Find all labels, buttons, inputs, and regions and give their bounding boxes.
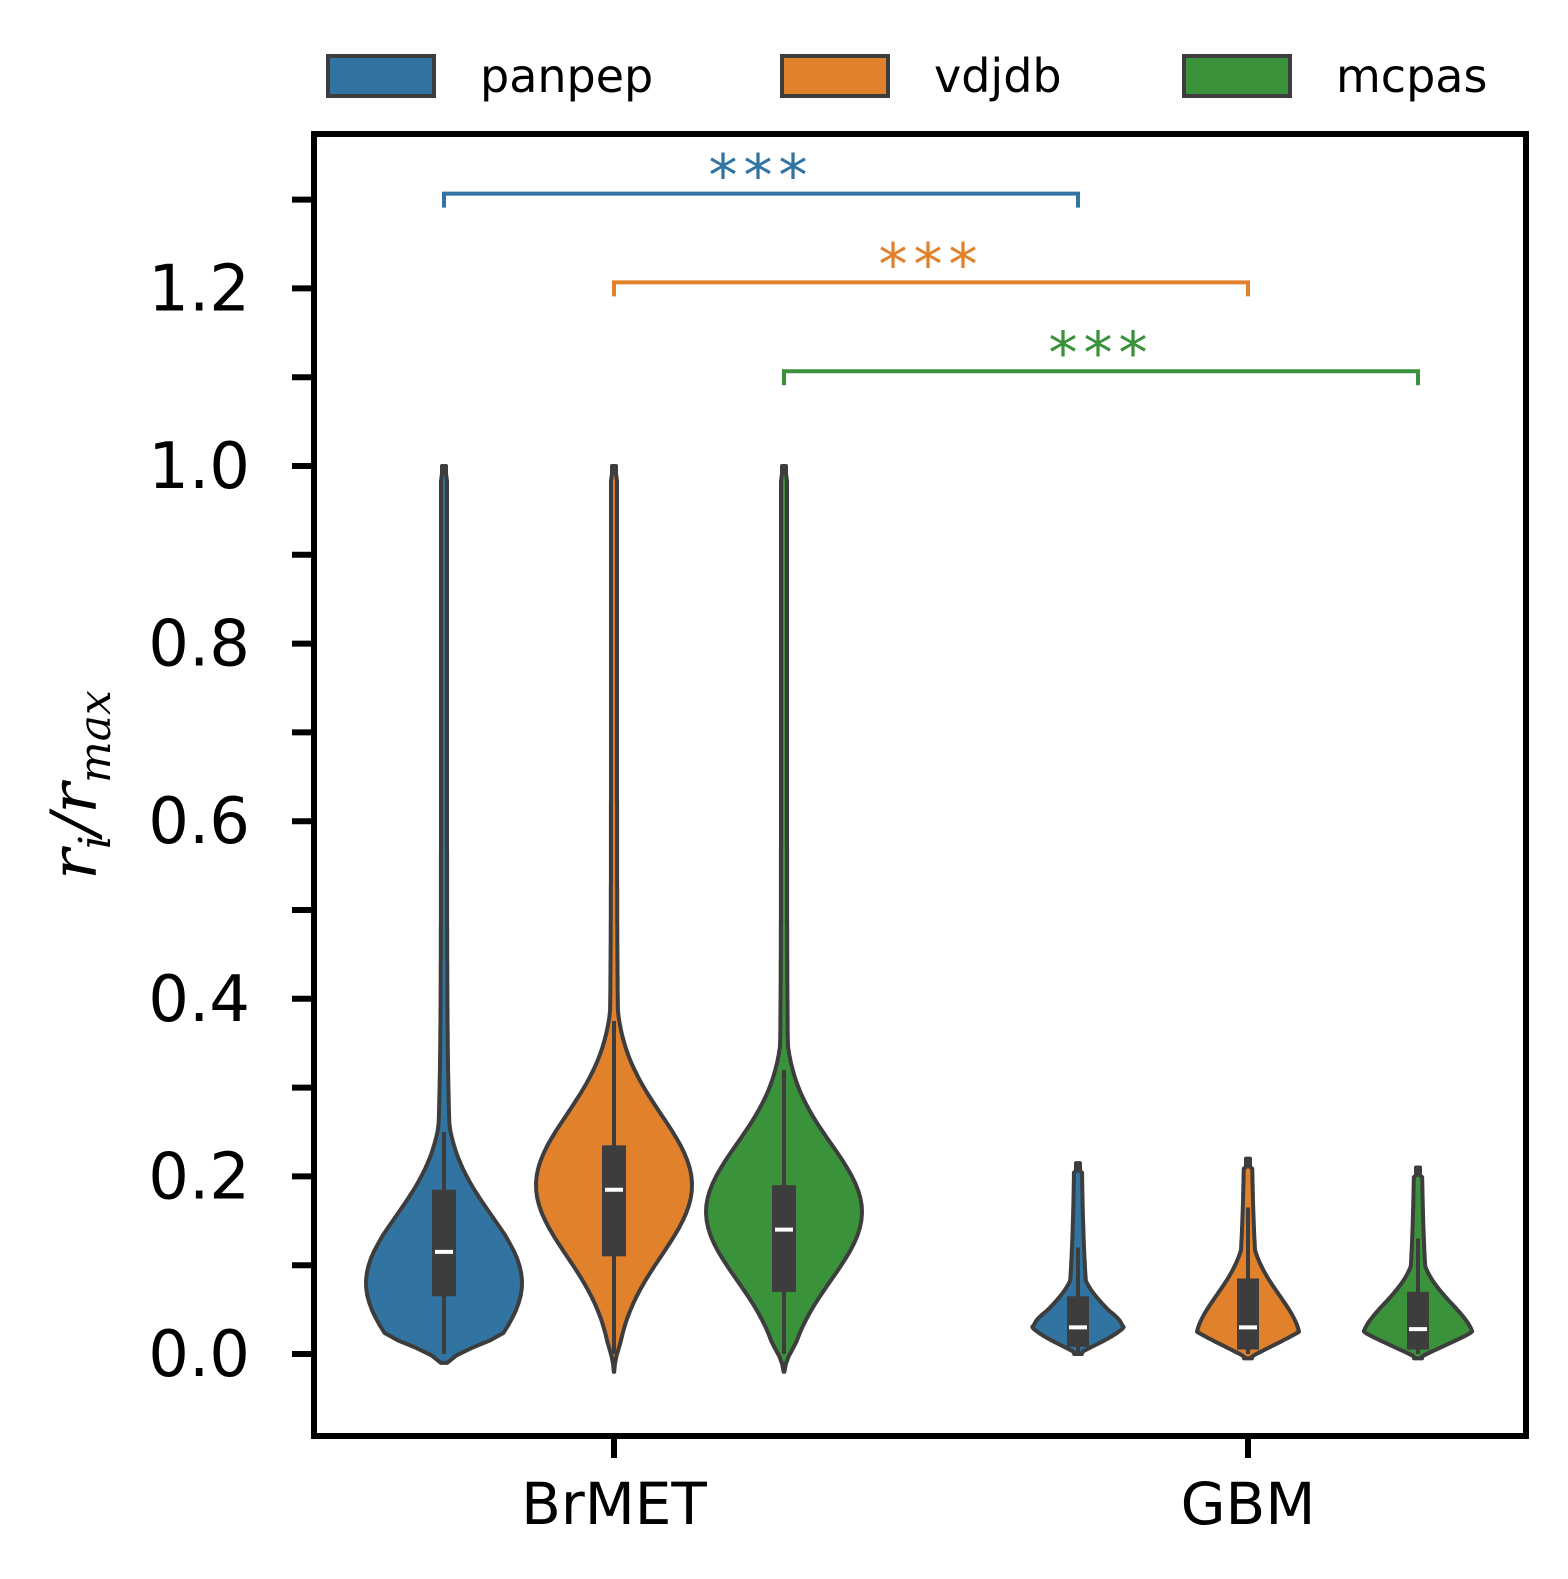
legend-label-vdjdb: vdjdb <box>934 49 1062 103</box>
y-tick-label: 0.0 <box>148 1318 250 1392</box>
violin-iqr-box <box>1237 1278 1259 1350</box>
legend-swatch-vdjdb <box>780 54 890 98</box>
plot-frame <box>311 131 1529 1439</box>
legend-swatch-mcpas <box>1182 54 1292 98</box>
y-tick-label: 0.2 <box>148 1140 250 1214</box>
x-tick-label: GBM <box>1181 1470 1316 1538</box>
legend: panpep vdjdb mcpas <box>326 49 1487 103</box>
violin-body <box>364 464 524 1365</box>
violin-iqr-box <box>1067 1296 1089 1347</box>
x-axis: BrMET GBM <box>521 1436 1315 1538</box>
significance-label: *** <box>1049 319 1154 387</box>
x-tick-label: BrMET <box>521 1470 707 1538</box>
y-tick-label: 0.4 <box>148 963 250 1037</box>
violin-body <box>704 464 864 1374</box>
y-tick-label: 1.2 <box>148 252 250 326</box>
y-axis: 0.0 0.2 0.4 0.6 0.8 1.0 1.2 <box>148 196 314 1392</box>
violin-iqr-box <box>1407 1291 1429 1350</box>
significance-bracket <box>442 191 1080 208</box>
y-tick-label: 0.8 <box>148 608 250 682</box>
violin-iqr-box <box>772 1185 796 1292</box>
significance-bracket <box>612 280 1250 297</box>
legend-label-panpep: panpep <box>480 49 653 103</box>
significance-label: *** <box>709 142 814 210</box>
y-axis-label: ri/rmax <box>38 690 121 880</box>
violin-body <box>534 464 694 1374</box>
significance-bracket <box>782 369 1420 386</box>
y-tick-label: 1.0 <box>148 430 250 504</box>
y-tick-label: 0.6 <box>148 785 250 859</box>
significance-label: *** <box>879 230 984 298</box>
legend-swatch-panpep <box>326 54 436 98</box>
legend-label-mcpas: mcpas <box>1336 49 1487 103</box>
violin-iqr-box <box>432 1189 456 1297</box>
violin-iqr-box <box>602 1145 626 1257</box>
significance-annotations: *** *** *** <box>442 142 1420 387</box>
violins-layer <box>364 464 1475 1374</box>
